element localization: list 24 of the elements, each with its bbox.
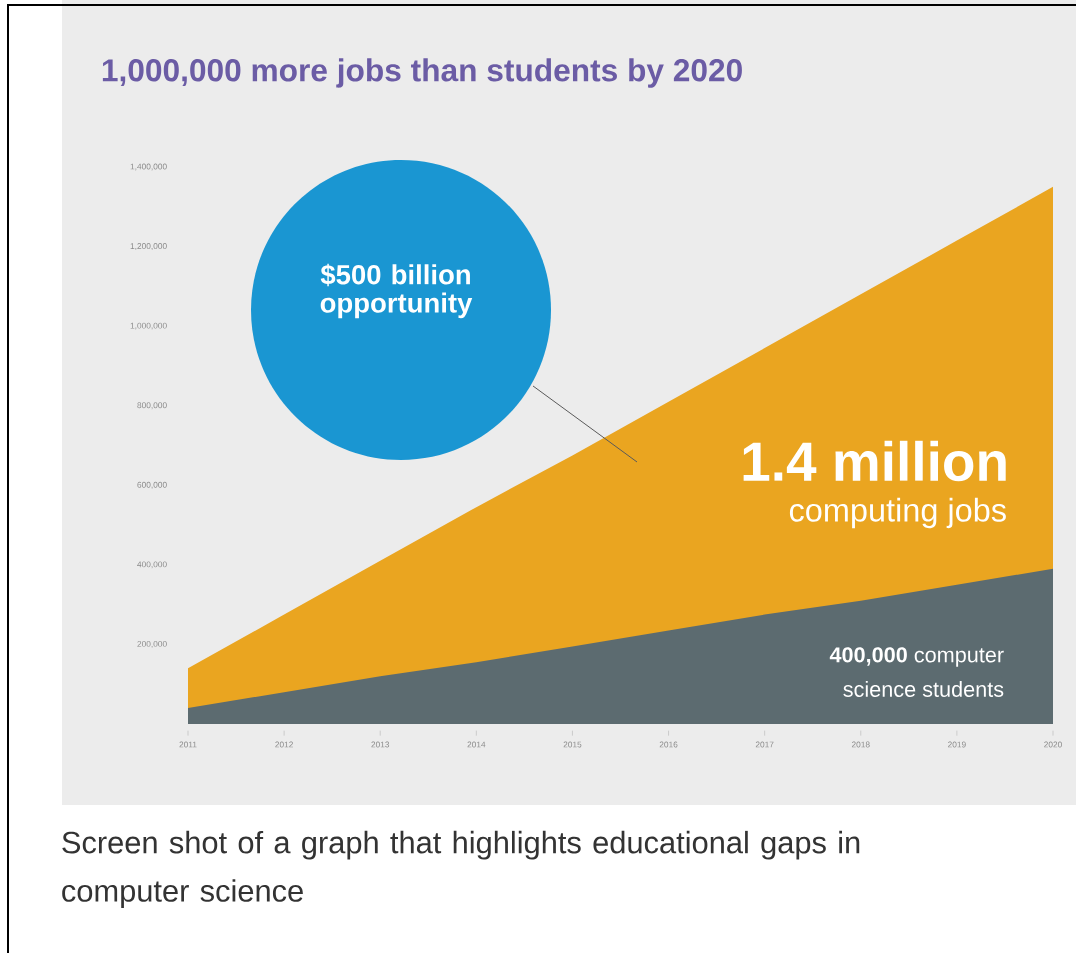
x-tick-label: 2019 bbox=[948, 741, 966, 748]
annotation: $500 billion opportunity bbox=[320, 263, 473, 319]
y-tick-label: 600,000 bbox=[137, 481, 167, 489]
y-tick-label: 1,000,000 bbox=[130, 322, 167, 330]
x-tick-label: 2017 bbox=[755, 741, 774, 748]
y-tick-label: 400,000 bbox=[137, 561, 167, 569]
x-tick-label: 2018 bbox=[851, 741, 870, 748]
x-tick-label: 2011 bbox=[179, 741, 197, 748]
x-tick-label: 2013 bbox=[371, 741, 390, 748]
x-tick-label: 2014 bbox=[467, 741, 486, 748]
x-tick-label: 2020 bbox=[1044, 741, 1062, 748]
x-tick-label: 2016 bbox=[659, 741, 678, 748]
x-tick-label: 2015 bbox=[563, 741, 582, 748]
annotation: 400,000 computer bbox=[829, 647, 1004, 667]
y-tick-label: 1,400,000 bbox=[130, 163, 167, 171]
chart-title: 1,000,000 more jobs than students by 2020 bbox=[102, 58, 742, 88]
x-tick-label: 2012 bbox=[275, 741, 293, 748]
annotation: science students bbox=[843, 681, 1004, 697]
y-tick-label: 200,000 bbox=[137, 640, 167, 648]
text: Screen shot of a graph that highlights educational gaps in computer science bbox=[62, 830, 860, 908]
y-tick-label: 800,000 bbox=[137, 402, 167, 410]
y-tick-label: 1,200,000 bbox=[130, 243, 167, 250]
annotation: 1.4 million bbox=[743, 440, 1006, 482]
annotation: computing jobs bbox=[789, 497, 1006, 529]
